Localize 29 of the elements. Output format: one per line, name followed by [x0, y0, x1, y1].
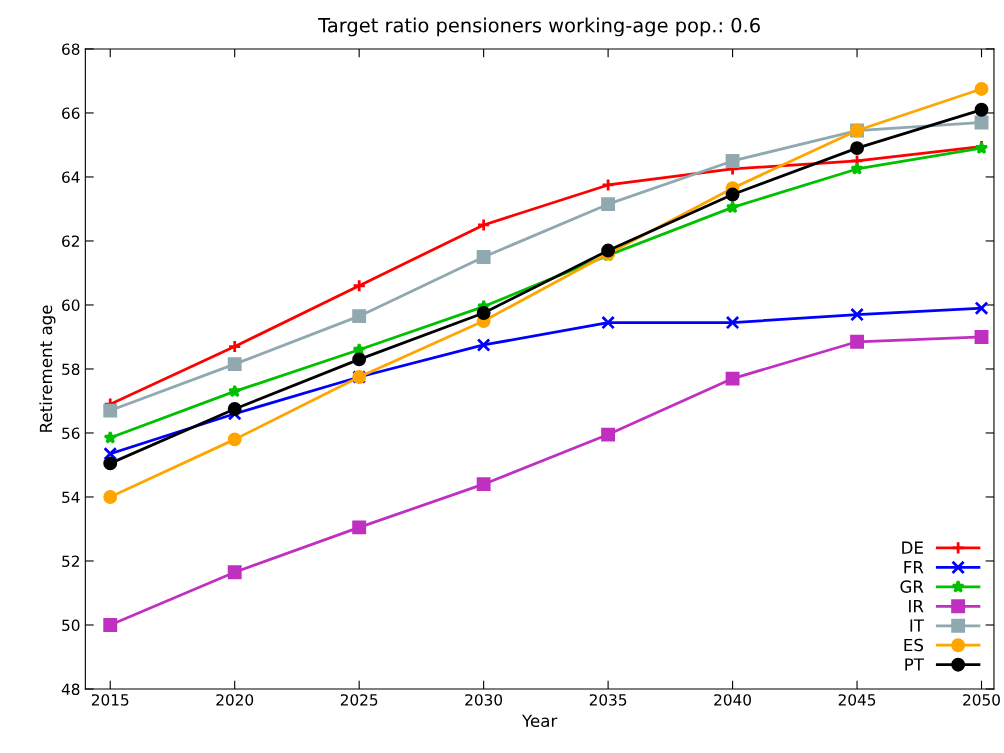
y-tick-label: 60 — [62, 299, 80, 311]
y-tick-label: 52 — [62, 555, 79, 568]
legend-label: FR — [904, 561, 924, 574]
y-tick-label: 66 — [62, 107, 80, 119]
x-tick-label: 2025 — [340, 694, 378, 706]
x-axis-title: Year — [521, 714, 558, 728]
x-tick-label: 2050 — [963, 694, 1000, 706]
y-tick-label: 64 — [62, 171, 80, 183]
legend-label: GR — [900, 580, 924, 593]
x-tick-label: 2015 — [91, 694, 129, 706]
y-tick-label: 68 — [62, 43, 80, 55]
legend-label: IT — [910, 619, 925, 632]
y-axis-title: Retirement age — [39, 305, 56, 432]
y-tick-label: 54 — [62, 491, 80, 503]
x-tick-label: 2040 — [714, 694, 751, 706]
y-tick-label: 62 — [62, 235, 79, 247]
x-tick-label: 2035 — [589, 694, 627, 706]
chart-title: Target ratio pensioners working-age pop.: 0.6 — [318, 17, 760, 37]
legend-label: ES — [904, 638, 924, 652]
y-tick-label: 56 — [62, 427, 80, 439]
y-tick-label: 58 — [62, 363, 80, 375]
legend-label: IR — [909, 599, 924, 613]
legend-label: PT — [905, 658, 925, 671]
y-tick-label: 50 — [62, 619, 80, 632]
legend-label: DE — [902, 541, 923, 554]
x-tick-label: 2045 — [838, 694, 876, 706]
x-tick-label: 2030 — [465, 694, 503, 706]
x-tick-label: 2020 — [216, 694, 254, 706]
y-tick-label: 48 — [61, 683, 80, 696]
